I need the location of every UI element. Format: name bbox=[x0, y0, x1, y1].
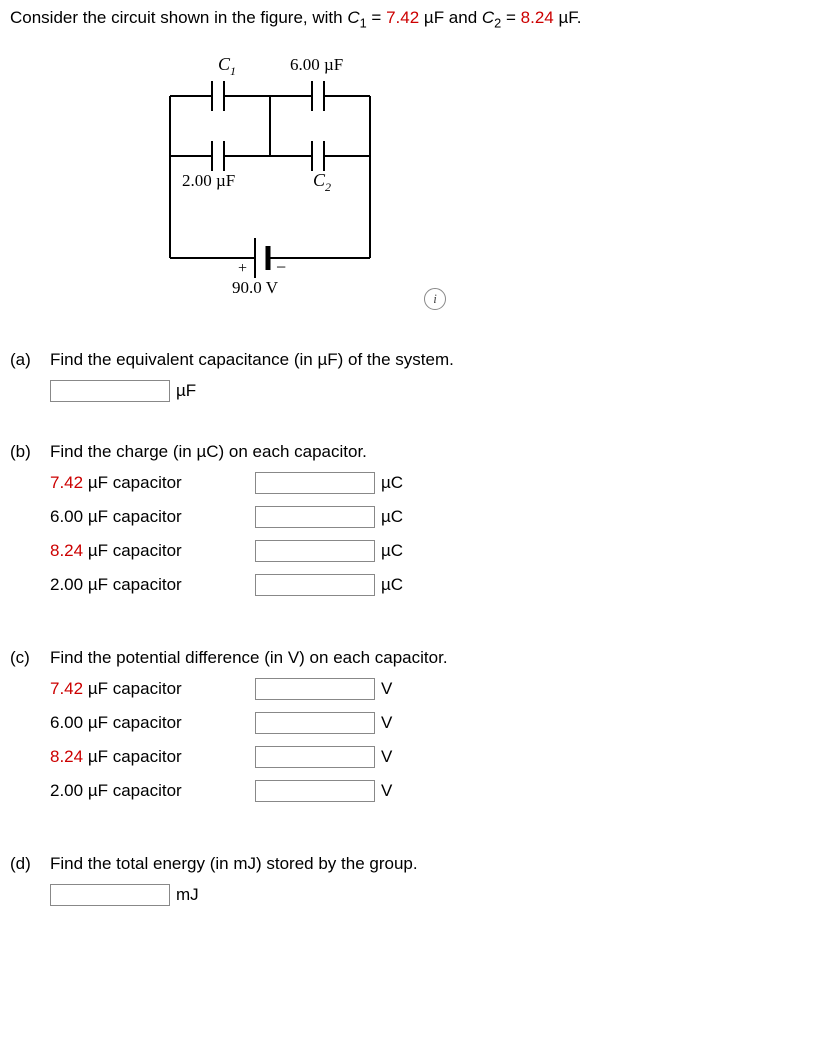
unit-label: V bbox=[381, 781, 392, 801]
part-d-label: (d) bbox=[10, 854, 50, 906]
svg-text:C1: C1 bbox=[218, 54, 236, 78]
part-b-question: Find the charge (in µC) on each capacito… bbox=[50, 442, 826, 462]
part-a: (a) Find the equivalent capacitance (in … bbox=[10, 350, 826, 402]
uf2: µF. bbox=[554, 8, 582, 27]
unit-label: V bbox=[381, 713, 392, 733]
unit-label: µC bbox=[381, 575, 403, 595]
part-d: (d) Find the total energy (in mJ) stored… bbox=[10, 854, 826, 906]
part-b-row: 6.00 µF capacitor µC bbox=[50, 506, 826, 528]
part-b-label: (b) bbox=[10, 442, 50, 608]
capacitor-label: 7.42 µF capacitor bbox=[50, 679, 255, 699]
part-c-row: 7.42 µF capacitor V bbox=[50, 678, 826, 700]
circuit-diagram: C1 6.00 µF 2.00 µF C2 + − 90.0 V bbox=[140, 48, 826, 298]
svg-text:90.0 V: 90.0 V bbox=[232, 278, 279, 297]
part-a-input[interactable] bbox=[50, 380, 170, 402]
and-text: and bbox=[444, 8, 482, 27]
unit-label: µC bbox=[381, 507, 403, 527]
problem-prompt: Consider the circuit shown in the figure… bbox=[10, 8, 826, 30]
c1-value: 7.42 bbox=[386, 8, 419, 27]
part-a-question: Find the equivalent capacitance (in µF) … bbox=[50, 350, 826, 370]
capacitor-label: 2.00 µF capacitor bbox=[50, 781, 255, 801]
part-c-input-0[interactable] bbox=[255, 678, 375, 700]
part-c-input-2[interactable] bbox=[255, 746, 375, 768]
part-b-row: 8.24 µF capacitor µC bbox=[50, 540, 826, 562]
eq2: = bbox=[501, 8, 520, 27]
part-b-input-1[interactable] bbox=[255, 506, 375, 528]
capacitor-label: 2.00 µF capacitor bbox=[50, 575, 255, 595]
svg-text:6.00 µF: 6.00 µF bbox=[290, 55, 343, 74]
part-b-input-2[interactable] bbox=[255, 540, 375, 562]
part-b: (b) Find the charge (in µC) on each capa… bbox=[10, 442, 826, 608]
svg-text:C2: C2 bbox=[313, 170, 331, 194]
part-b-row: 2.00 µF capacitor µC bbox=[50, 574, 826, 596]
part-a-unit: µF bbox=[176, 381, 196, 401]
uf1: µF bbox=[419, 8, 444, 27]
part-c-row: 6.00 µF capacitor V bbox=[50, 712, 826, 734]
info-icon[interactable]: i bbox=[424, 288, 446, 310]
part-b-input-0[interactable] bbox=[255, 472, 375, 494]
prompt-text: Consider the circuit shown in the figure… bbox=[10, 8, 347, 27]
part-a-label: (a) bbox=[10, 350, 50, 402]
unit-label: µC bbox=[381, 541, 403, 561]
eq1: = bbox=[367, 8, 386, 27]
c1-sub: 1 bbox=[360, 15, 367, 30]
capacitor-label: 6.00 µF capacitor bbox=[50, 713, 255, 733]
capacitor-label: 6.00 µF capacitor bbox=[50, 507, 255, 527]
capacitor-label: 8.24 µF capacitor bbox=[50, 541, 255, 561]
svg-text:−: − bbox=[276, 257, 286, 277]
unit-label: V bbox=[381, 679, 392, 699]
c1-symbol: C bbox=[347, 8, 359, 27]
capacitor-label: 7.42 µF capacitor bbox=[50, 473, 255, 493]
c2-symbol: C bbox=[482, 8, 494, 27]
capacitor-label: 8.24 µF capacitor bbox=[50, 747, 255, 767]
part-c-row: 8.24 µF capacitor V bbox=[50, 746, 826, 768]
svg-text:2.00 µF: 2.00 µF bbox=[182, 171, 235, 190]
part-c-input-3[interactable] bbox=[255, 780, 375, 802]
part-c-label: (c) bbox=[10, 648, 50, 814]
part-d-question: Find the total energy (in mJ) stored by … bbox=[50, 854, 826, 874]
c2-value: 8.24 bbox=[521, 8, 554, 27]
unit-label: µC bbox=[381, 473, 403, 493]
part-c-row: 2.00 µF capacitor V bbox=[50, 780, 826, 802]
svg-text:+: + bbox=[238, 260, 247, 277]
part-d-unit: mJ bbox=[176, 885, 199, 905]
part-c-input-1[interactable] bbox=[255, 712, 375, 734]
unit-label: V bbox=[381, 747, 392, 767]
part-b-row: 7.42 µF capacitor µC bbox=[50, 472, 826, 494]
part-b-input-3[interactable] bbox=[255, 574, 375, 596]
part-d-input[interactable] bbox=[50, 884, 170, 906]
part-c: (c) Find the potential difference (in V)… bbox=[10, 648, 826, 814]
part-c-question: Find the potential difference (in V) on … bbox=[50, 648, 826, 668]
